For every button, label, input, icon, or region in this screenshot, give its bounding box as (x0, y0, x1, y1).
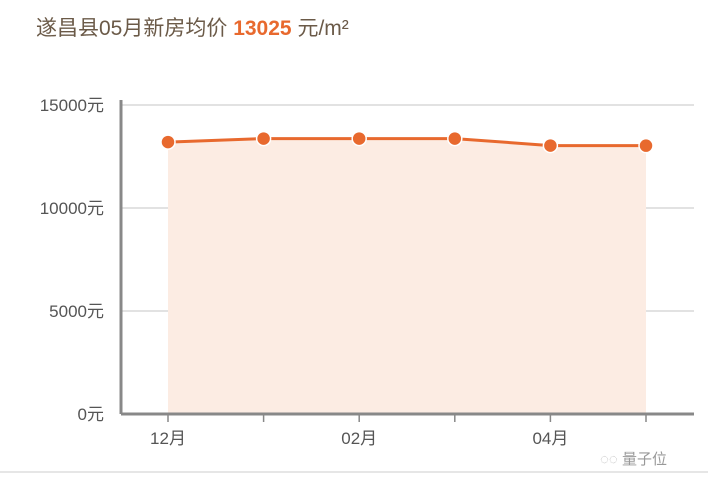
data-point (351, 130, 367, 147)
x-tick-label: 02月 (341, 429, 377, 448)
price-unit: 元/m² (297, 17, 349, 40)
watermark: ◌◌ 量子位 (600, 448, 667, 469)
x-tick-label: 04月 (532, 429, 568, 448)
chart-title: 遂昌县05月新房均价 13025 元/m² (36, 12, 349, 42)
data-point (542, 137, 559, 154)
data-point (255, 130, 272, 147)
y-tick-label: 10000元 (40, 199, 104, 218)
area-fill (168, 138, 646, 414)
series-line (167, 137, 647, 148)
average-price: 13025 (233, 17, 292, 40)
watermark-text: 量子位 (622, 451, 668, 468)
data-point (447, 130, 463, 147)
y-tick-label: 0元 (78, 405, 104, 424)
y-tick-label: 5000元 (49, 302, 104, 321)
wechat-icon: ◌◌ (600, 451, 618, 468)
data-point (638, 137, 654, 154)
title-prefix: 遂昌县05月新房均价 (36, 17, 228, 40)
x-tick-label: 12月 (150, 429, 186, 448)
y-tick-label: 15000元 (40, 96, 104, 115)
data-point (160, 134, 176, 150)
divider (0, 471, 708, 473)
